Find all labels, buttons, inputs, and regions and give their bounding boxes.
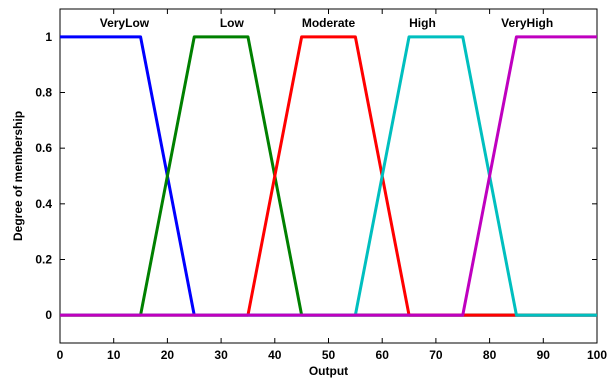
x-tick-label: 10	[107, 348, 121, 362]
series-label-high: High	[409, 16, 436, 30]
series-label-moderate: Moderate	[302, 16, 356, 30]
x-tick-label: 60	[376, 348, 390, 362]
y-tick-label: 0.8	[35, 86, 52, 100]
y-tick-label: 1	[45, 30, 52, 44]
x-tick-label: 20	[161, 348, 175, 362]
x-tick-label: 30	[214, 348, 228, 362]
axis-ticks: 0 10 20 30 40 50 60 70 80 90 100 0 0.2 0.4 0.6 0.8 1	[35, 9, 607, 362]
y-tick-label: 0.4	[35, 197, 52, 211]
series-label-veryhigh: VeryHigh	[501, 16, 553, 30]
series-label-low: Low	[220, 16, 245, 30]
series-label-verylow: VeryLow	[100, 16, 150, 30]
plot-frame	[59, 8, 598, 344]
x-tick-label: 50	[322, 348, 336, 362]
x-tick-label: 40	[268, 348, 282, 362]
x-tick-label: 0	[57, 348, 64, 362]
y-tick-label: 0.6	[35, 141, 52, 155]
y-axis-label: Degree of membership	[11, 111, 25, 241]
y-tick-label: 0	[45, 308, 52, 322]
x-tick-label: 70	[429, 348, 443, 362]
x-tick-label: 100	[587, 348, 607, 362]
series-line-veryhigh	[60, 35, 597, 317]
series-lines	[60, 35, 597, 317]
series-labels: VeryLow Low Moderate High VeryHigh	[100, 16, 553, 30]
x-axis-label: Output	[309, 364, 348, 378]
x-tick-label: 90	[537, 348, 551, 362]
y-tick-label: 0.2	[35, 253, 52, 267]
x-tick-label: 80	[483, 348, 497, 362]
